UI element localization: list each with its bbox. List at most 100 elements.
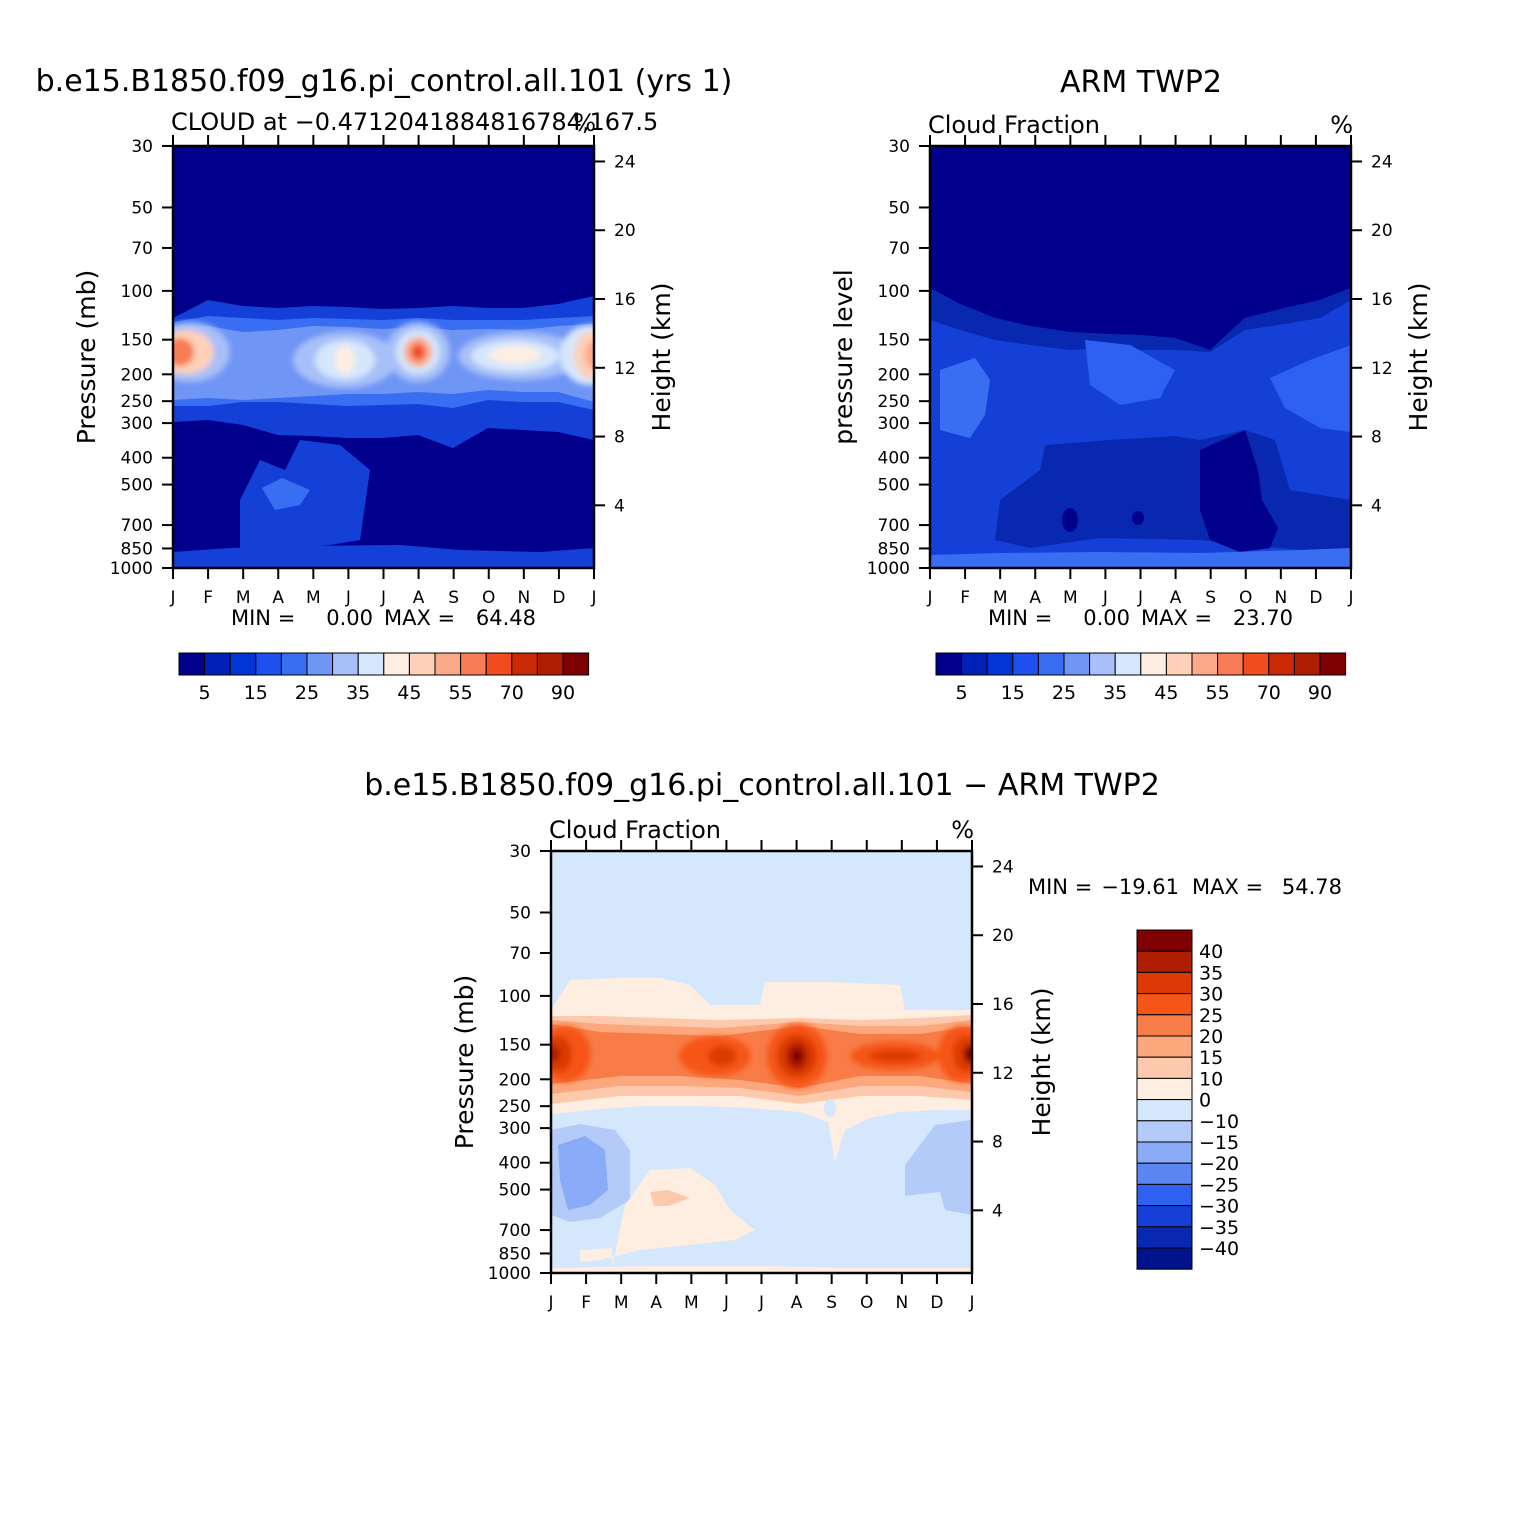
y2-tick-label: 12 xyxy=(992,1064,1014,1084)
x-tick-label: N xyxy=(895,1293,908,1313)
colorbar-swatch xyxy=(1136,1226,1193,1249)
y2-tick-label: 8 xyxy=(614,428,625,448)
obs-dark-spot-1 xyxy=(1062,508,1078,532)
x-tick-label: J xyxy=(926,588,932,608)
panel-model-min-value: 0.00 xyxy=(326,606,373,630)
y-tick-label: 400 xyxy=(499,1154,531,1174)
colorbar-label: −35 xyxy=(1199,1217,1239,1239)
colorbar-swatch xyxy=(961,652,988,676)
y2-tick-label: 24 xyxy=(992,857,1014,877)
y-tick-label: 300 xyxy=(121,414,153,434)
y2-tick-label: 16 xyxy=(992,995,1014,1015)
panel-diff-min-label: MIN = xyxy=(1028,875,1092,899)
colorbar-label: 15 xyxy=(1001,682,1025,704)
colorbar-label: 0 xyxy=(1199,1090,1211,1112)
x-tick-label: J xyxy=(380,588,386,608)
colorbar-swatch xyxy=(460,652,487,676)
colorbar-label: 90 xyxy=(551,682,575,704)
panel-model-title: b.e15.B1850.f09_g16.pi_control.all.101 (… xyxy=(36,64,733,99)
y-tick-label: 250 xyxy=(121,392,153,412)
y-tick-label: 70 xyxy=(131,239,153,259)
x-tick-label: F xyxy=(960,588,970,608)
colorbar-label: 15 xyxy=(244,682,268,704)
panel-model-min-label: MIN = xyxy=(231,606,295,630)
colorbar-label: −20 xyxy=(1199,1153,1239,1175)
x-tick-label: O xyxy=(860,1293,873,1313)
colorbar-label: 25 xyxy=(295,682,319,704)
x-tick-label: M xyxy=(236,588,251,608)
y-tick-label: 30 xyxy=(888,137,910,157)
obs-high-cloud-2 xyxy=(1085,340,1175,405)
obs-mid-darker xyxy=(1200,430,1278,552)
x-tick-label: F xyxy=(203,588,213,608)
x-tick-label: A xyxy=(413,588,425,608)
colorbar-label: 70 xyxy=(500,682,524,704)
x-tick-label: J xyxy=(758,1293,764,1313)
colorbar-label: 30 xyxy=(1199,984,1223,1006)
x-tick-label: O xyxy=(1239,588,1252,608)
colorbar-swatch xyxy=(1136,1056,1193,1079)
colorbar-label: 35 xyxy=(1103,682,1127,704)
y2-tick-label: 24 xyxy=(614,152,636,172)
y-tick-label: 850 xyxy=(878,539,910,559)
x-tick-label: J xyxy=(590,588,596,608)
x-tick-label: F xyxy=(581,1293,591,1313)
colorbar-swatch xyxy=(1136,1077,1193,1101)
colorbar-label: 5 xyxy=(956,682,968,704)
y-tick-label: 850 xyxy=(499,1244,531,1264)
y-tick-label: 500 xyxy=(878,476,910,496)
y2-tick-label: 20 xyxy=(614,221,636,241)
x-tick-label: J xyxy=(169,588,175,608)
y-tick-label: 700 xyxy=(121,516,153,536)
panel-diff-min-value: −19.61 xyxy=(1101,875,1179,899)
obs-upper-dark xyxy=(930,146,1351,350)
colorbar-swatch xyxy=(255,652,282,676)
colorbar-swatch xyxy=(1136,950,1193,973)
colorbar-label: 35 xyxy=(1199,962,1223,984)
x-tick-label: A xyxy=(791,1293,803,1313)
y2-tick-label: 12 xyxy=(614,359,636,379)
colorbar-swatch xyxy=(1136,993,1193,1016)
y-tick-label: 200 xyxy=(121,365,153,385)
x-tick-label: D xyxy=(552,588,565,608)
colorbar-swatch xyxy=(485,652,513,676)
panel-obs: ARM TWP2 Cloud Fraction % J F M A M J J A S O N D J 3… xyxy=(829,65,1433,704)
y-tick-label: 1000 xyxy=(110,559,153,579)
y-tick-label: 30 xyxy=(131,137,153,157)
x-tick-label: S xyxy=(448,588,459,608)
panel-obs-units: % xyxy=(1330,111,1353,139)
cloud-low-patch-inner xyxy=(262,478,310,510)
obs-high-cloud-3 xyxy=(1270,345,1351,432)
y2-tick-label: 20 xyxy=(992,926,1014,946)
colorbar-swatch xyxy=(434,652,462,676)
panel-diff: b.e15.B1850.f09_g16.pi_control.all.101 −… xyxy=(364,768,1342,1313)
y-tick-label: 30 xyxy=(509,842,531,862)
y-tick-label: 100 xyxy=(878,282,910,302)
colorbar-label: 15 xyxy=(1199,1047,1223,1069)
x-tick-label: J xyxy=(968,1293,974,1313)
x-tick-label: S xyxy=(826,1293,837,1313)
panel-obs-min-label: MIN = xyxy=(988,606,1052,630)
panel-model-max-label: MAX = xyxy=(384,606,455,630)
obs-dark-spot-2 xyxy=(1132,511,1144,525)
y-tick-label: 1000 xyxy=(488,1264,531,1284)
y2-tick-label: 4 xyxy=(614,496,625,516)
colorbar-swatch xyxy=(1136,1162,1193,1185)
colorbar-label: −30 xyxy=(1199,1196,1239,1218)
y-tick-label: 50 xyxy=(509,903,531,923)
diff-neg-right xyxy=(905,1120,972,1215)
x-tick-label: A xyxy=(650,1293,662,1313)
y-tick-label: 300 xyxy=(878,414,910,434)
y-tick-label: 500 xyxy=(121,476,153,496)
colorbar-swatch xyxy=(383,652,410,676)
colorbar-swatch xyxy=(1136,1035,1193,1058)
colorbar-label: 55 xyxy=(1206,682,1230,704)
panel-diff-field xyxy=(551,851,972,1273)
colorbar-swatch xyxy=(1136,1183,1193,1207)
x-tick-label: N xyxy=(1274,588,1287,608)
cloud-surface xyxy=(173,545,594,568)
y-tick-label: 200 xyxy=(878,365,910,385)
colorbar-swatch xyxy=(1242,652,1270,676)
y2-tick-label: 24 xyxy=(1371,152,1393,172)
